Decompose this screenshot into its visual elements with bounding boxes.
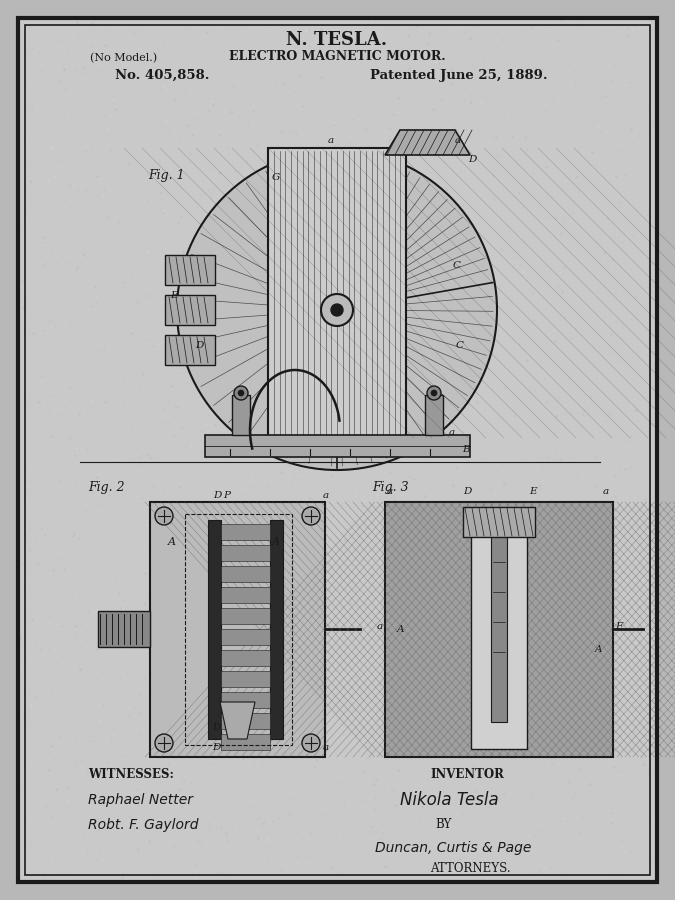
Bar xyxy=(491,522,507,722)
Bar xyxy=(268,148,406,438)
Text: a: a xyxy=(323,491,329,500)
Text: A: A xyxy=(595,645,603,654)
Text: a: a xyxy=(603,487,609,496)
Circle shape xyxy=(234,386,248,400)
Text: C: C xyxy=(453,261,461,270)
Circle shape xyxy=(431,390,437,396)
Text: D: D xyxy=(468,155,477,164)
Text: a: a xyxy=(387,487,393,496)
Polygon shape xyxy=(220,702,255,739)
Bar xyxy=(208,520,221,739)
Bar xyxy=(98,611,150,647)
Text: a: a xyxy=(328,136,334,145)
Text: Patented June 25, 1889.: Patented June 25, 1889. xyxy=(370,68,547,82)
Polygon shape xyxy=(385,130,470,155)
Text: a: a xyxy=(377,622,383,631)
Bar xyxy=(221,734,270,750)
Bar xyxy=(221,629,270,645)
Text: P: P xyxy=(223,491,230,500)
Text: Nikola Tesla: Nikola Tesla xyxy=(400,791,499,809)
Text: Robt. F. Gaylord: Robt. F. Gaylord xyxy=(88,818,198,832)
Text: E: E xyxy=(529,487,537,496)
Bar xyxy=(221,587,270,603)
Circle shape xyxy=(155,734,173,752)
Text: Fig. 3: Fig. 3 xyxy=(372,482,408,494)
Text: a: a xyxy=(449,428,455,437)
Text: C: C xyxy=(456,341,464,350)
Text: A: A xyxy=(168,537,176,547)
Text: BY: BY xyxy=(435,818,452,832)
Bar xyxy=(165,295,215,325)
Text: ATTORNEYS.: ATTORNEYS. xyxy=(430,861,510,875)
Text: D: D xyxy=(195,341,203,350)
Circle shape xyxy=(331,304,343,316)
Bar xyxy=(221,692,270,708)
Text: a: a xyxy=(455,136,461,145)
Circle shape xyxy=(321,294,353,326)
Text: Fig. 1: Fig. 1 xyxy=(148,168,185,182)
Text: D: D xyxy=(463,487,471,496)
Text: No. 405,858.: No. 405,858. xyxy=(115,68,209,82)
Text: ELECTRO MAGNETIC MOTOR.: ELECTRO MAGNETIC MOTOR. xyxy=(229,50,446,62)
Text: WITNESSES:: WITNESSES: xyxy=(88,769,174,781)
Text: D: D xyxy=(212,743,220,752)
Text: E: E xyxy=(170,291,178,300)
Bar xyxy=(471,510,527,749)
Text: B: B xyxy=(462,445,470,454)
Circle shape xyxy=(238,390,244,396)
Bar xyxy=(221,650,270,666)
Bar xyxy=(232,395,250,435)
Circle shape xyxy=(155,507,173,525)
Bar xyxy=(185,514,292,745)
Text: a: a xyxy=(323,743,329,752)
Bar xyxy=(205,435,470,457)
Bar xyxy=(221,566,270,582)
Text: A: A xyxy=(272,537,280,547)
Bar xyxy=(221,545,270,561)
Text: Fig. 2: Fig. 2 xyxy=(88,482,125,494)
Text: Raphael Netter: Raphael Netter xyxy=(88,793,193,807)
Text: D: D xyxy=(213,491,221,500)
Text: N. TESLA.: N. TESLA. xyxy=(286,31,387,49)
Bar xyxy=(221,713,270,729)
Text: INVENTOR: INVENTOR xyxy=(430,769,504,781)
Bar xyxy=(270,520,283,739)
Circle shape xyxy=(177,150,497,470)
Bar xyxy=(463,507,535,537)
Circle shape xyxy=(302,507,320,525)
Text: A: A xyxy=(397,625,404,634)
Text: Duncan, Curtis & Page: Duncan, Curtis & Page xyxy=(375,841,531,855)
Bar xyxy=(221,671,270,687)
Bar xyxy=(165,335,215,365)
Bar xyxy=(385,502,613,757)
Circle shape xyxy=(427,386,441,400)
Text: (No Model.): (No Model.) xyxy=(90,53,157,63)
Bar xyxy=(221,524,270,540)
Text: D: D xyxy=(212,723,220,732)
Circle shape xyxy=(302,734,320,752)
Bar xyxy=(425,395,443,435)
Text: F: F xyxy=(615,622,622,631)
Bar xyxy=(221,608,270,624)
Text: G: G xyxy=(272,173,280,182)
Bar xyxy=(150,502,325,757)
Bar xyxy=(165,255,215,285)
